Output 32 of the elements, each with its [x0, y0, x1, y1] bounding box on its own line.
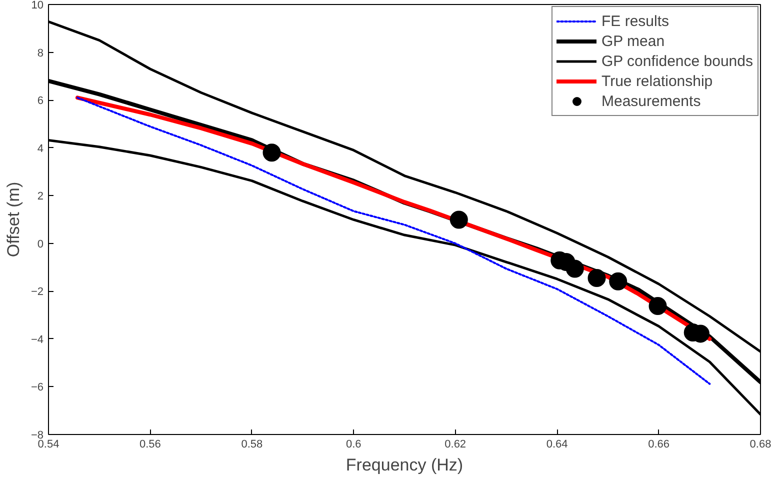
y-tick-label: 8	[37, 47, 44, 60]
x-tick-label: 0.6	[346, 438, 362, 450]
y-tick-label: −2	[30, 286, 44, 298]
y-tick-label: 6	[37, 95, 44, 108]
x-tick-label: 0.68	[750, 438, 772, 450]
x-tick-label: 0.62	[444, 438, 466, 450]
x-tick-label: 0.54	[38, 438, 60, 450]
x-axis-title: Frequency (Hz)	[346, 456, 464, 474]
x-tick-label: 0.58	[241, 438, 263, 450]
point	[609, 272, 628, 290]
point	[450, 210, 468, 229]
legend-label: GP confidence bounds	[601, 52, 753, 70]
point	[262, 144, 281, 162]
y-tick-label: −4	[30, 334, 44, 346]
y-tick-label: 0	[37, 238, 44, 250]
x-tick-label: 0.56	[140, 438, 161, 450]
legend-label: Measurements	[601, 92, 701, 110]
y-tick-label: 4	[37, 142, 44, 155]
legend-label: FE results	[601, 12, 669, 30]
x-tick-label: 0.64	[546, 438, 568, 450]
y-tick-label: −6	[30, 382, 44, 394]
y-tick-label: 2	[37, 190, 44, 203]
y-axis-title: Offset (m)	[4, 182, 23, 258]
point	[648, 296, 667, 315]
legend-label: True relationship	[601, 72, 713, 90]
point	[588, 269, 606, 288]
x-tick-label: 0.66	[648, 438, 670, 450]
y-tick-label: −8	[30, 430, 44, 442]
line-series	[76, 96, 711, 385]
legend-label: GP mean	[601, 32, 665, 50]
y-tick-label: 10	[31, 0, 44, 12]
point	[566, 260, 584, 278]
